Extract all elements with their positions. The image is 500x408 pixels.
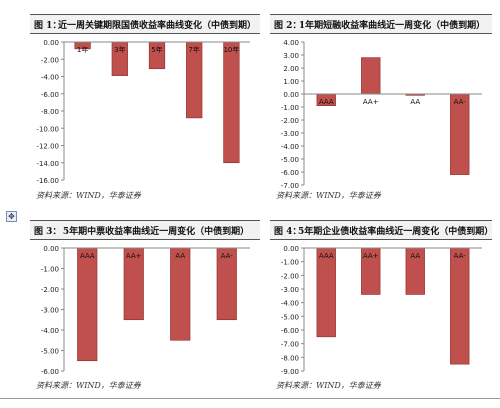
category-label: AAA [319,98,334,106]
y-tick-label: -6.00 [281,327,299,335]
bar-chart: 4.00 3.00 2.00 1.00 0.00 -1.00 -2.00 -3.00 -4.00… [281,39,482,190]
bar [316,247,336,338]
y-tick-label: -12.00 [36,143,59,151]
bar [450,93,470,175]
y-tick-label: -4.00 [281,300,299,308]
category-label: AA- [454,252,467,260]
y-tick-label: -8.00 [281,354,299,362]
category-label: 1年 [77,45,88,54]
category-label: AA [410,252,420,260]
bar [361,57,381,95]
y-tick-label: -2.00 [41,286,59,294]
category-label: 3年 [114,45,125,54]
chart-panel-2: 图 2： 1年期短融收益率曲线近一周变化（中债到期） 4.00 3.00 2.00 1… [270,14,492,204]
y-tick-label: -1.00 [281,259,299,267]
y-tick-label: -9.00 [281,368,299,376]
bar [223,41,240,164]
category-label: AA+ [363,98,379,106]
category-label: AA- [221,252,234,260]
chart-title-row: 图 2： 1年期短融收益率曲线近一周变化（中债到期） [270,14,492,34]
y-tick-label: -2.00 [41,56,59,64]
chart-panel-1: 图 1： 近一周关键期限国债收益率曲线变化（中债到期） 0.00 -2.00 -4.… [30,14,260,204]
y-tick-label: -5.00 [281,313,299,321]
chart-title: 5年期企业债收益率曲线近一周变化（中债到期） [298,227,494,237]
y-tick-label: 0.00 [43,39,59,47]
chart-title-row: 图 3： 5年期中票收益率曲线近一周变化（中债到期） [30,220,260,240]
y-tick-label: 3.00 [283,52,299,60]
source-note: 资料来源：WIND，华泰证券 [276,381,381,390]
bar-chart: 0.00 -1.00 -2.00 -3.00 -4.00 -5.00 -6.00 -7.00 -… [281,245,482,376]
category-label: AA+ [126,252,142,260]
category-label: AA- [454,98,467,106]
move-handle-icon[interactable]: ✥ [6,211,17,222]
y-tick-label: -6.00 [41,91,59,99]
figure-label: 图 3： [34,227,62,237]
chart-title-row: 图 1： 近一周关键期限国债收益率曲线变化（中债到期） [30,14,260,34]
y-tick-label: -3.00 [41,307,59,315]
chart-title: 近一周关键期限国债收益率曲线变化（中债到期） [58,21,257,31]
chart-panel-4: 图 4： 5年期企业债收益率曲线近一周变化（中债到期） 0.00 -1.00 -2.… [270,220,494,392]
category-label: AAA [319,252,334,260]
category-label: 5年 [151,45,162,54]
category-label: AA [410,98,420,106]
chart-title-row: 图 4： 5年期企业债收益率曲线近一周变化（中债到期） [270,220,494,240]
y-tick-label: -6.00 [41,368,59,376]
category-label: AA [175,252,185,260]
y-tick-label: -3.00 [281,286,299,294]
bar-chart: 0.00 -1.00 -2.00 -3.00 -4.00 -5.00 -6.00 AAA AA+… [41,245,250,376]
y-tick-label: -5.00 [281,156,299,164]
y-tick-label: -1.00 [281,104,299,112]
y-tick-label: 0.00 [43,245,59,253]
bar [170,247,191,341]
y-tick-label: -7.00 [281,341,299,349]
y-tick-label: 4.00 [283,39,299,47]
y-tick-label: -7.00 [281,182,299,190]
y-tick-label: 0.00 [283,91,299,99]
y-tick-label: -2.00 [281,117,299,125]
y-tick-label: -4.00 [41,74,59,82]
source-note: 资料来源：WIND，华泰证券 [36,381,141,390]
category-label: 10年 [223,45,239,54]
y-tick-label: -10.00 [36,125,59,133]
y-tick-label: -4.00 [41,327,59,335]
chart-title: 1年期短融收益率曲线近一周变化（中债到期） [298,21,486,31]
figure-label: 图 4： [274,227,302,237]
y-tick-label: -3.00 [281,130,299,138]
y-tick-label: 2.00 [283,65,299,73]
source-note: 资料来源：WIND，华泰证券 [276,191,381,200]
source-note: 资料来源：WIND，华泰证券 [36,191,141,200]
figure-label: 图 1： [34,21,62,31]
bar [77,247,98,362]
y-tick-label: -14.00 [36,160,59,168]
category-label: AAA [80,252,95,260]
y-tick-label: -16.00 [36,177,59,185]
page-bottom-rule [0,398,500,399]
bar [450,247,470,365]
y-tick-label: -5.00 [41,348,59,356]
chart-title: 5年期中票收益率曲线近一周变化（中债到期） [62,227,250,237]
bar-chart: 0.00 -2.00 -4.00 -6.00 -8.00 -10.00 -12.00 -14.… [36,39,250,185]
category-label: AA+ [363,252,379,260]
figure-label: 图 2： [274,21,302,31]
category-label: 7年 [188,45,199,54]
y-tick-label: -1.00 [41,266,59,274]
y-tick-label: -6.00 [281,169,299,177]
y-tick-label: -8.00 [41,108,59,116]
y-tick-label: 0.00 [283,245,299,253]
chart-panel-3: 图 3： 5年期中票收益率曲线近一周变化（中债到期） 0.00 -1.00 -2.0… [30,220,260,392]
y-tick-label: -4.00 [281,143,299,151]
y-tick-label: -2.00 [281,272,299,280]
y-tick-label: 1.00 [283,78,299,86]
